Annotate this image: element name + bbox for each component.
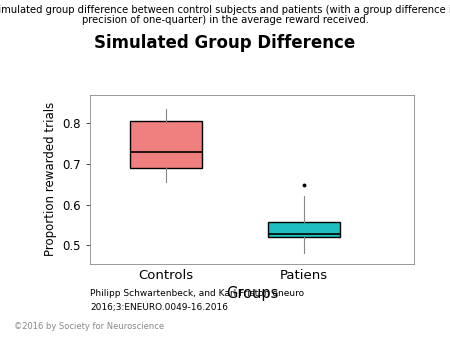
Text: precision of one-quarter) in the average reward received.: precision of one-quarter) in the average… bbox=[81, 15, 369, 25]
Text: 2016;3:ENEURO.0049-16.2016: 2016;3:ENEURO.0049-16.2016 bbox=[90, 303, 228, 312]
X-axis label: Groups: Groups bbox=[226, 286, 278, 301]
Bar bbox=[130, 121, 202, 168]
Text: ©2016 by Society for Neuroscience: ©2016 by Society for Neuroscience bbox=[14, 322, 164, 331]
Y-axis label: Proportion rewarded trials: Proportion rewarded trials bbox=[44, 102, 57, 256]
Bar bbox=[268, 222, 340, 237]
Text: Simulated group difference between control subjects and patients (with a group d: Simulated group difference between contr… bbox=[0, 5, 450, 15]
Text: Simulated Group Difference: Simulated Group Difference bbox=[94, 34, 356, 52]
Text: Philipp Schwartenbeck, and Karl Friston eneuro: Philipp Schwartenbeck, and Karl Friston … bbox=[90, 289, 304, 298]
